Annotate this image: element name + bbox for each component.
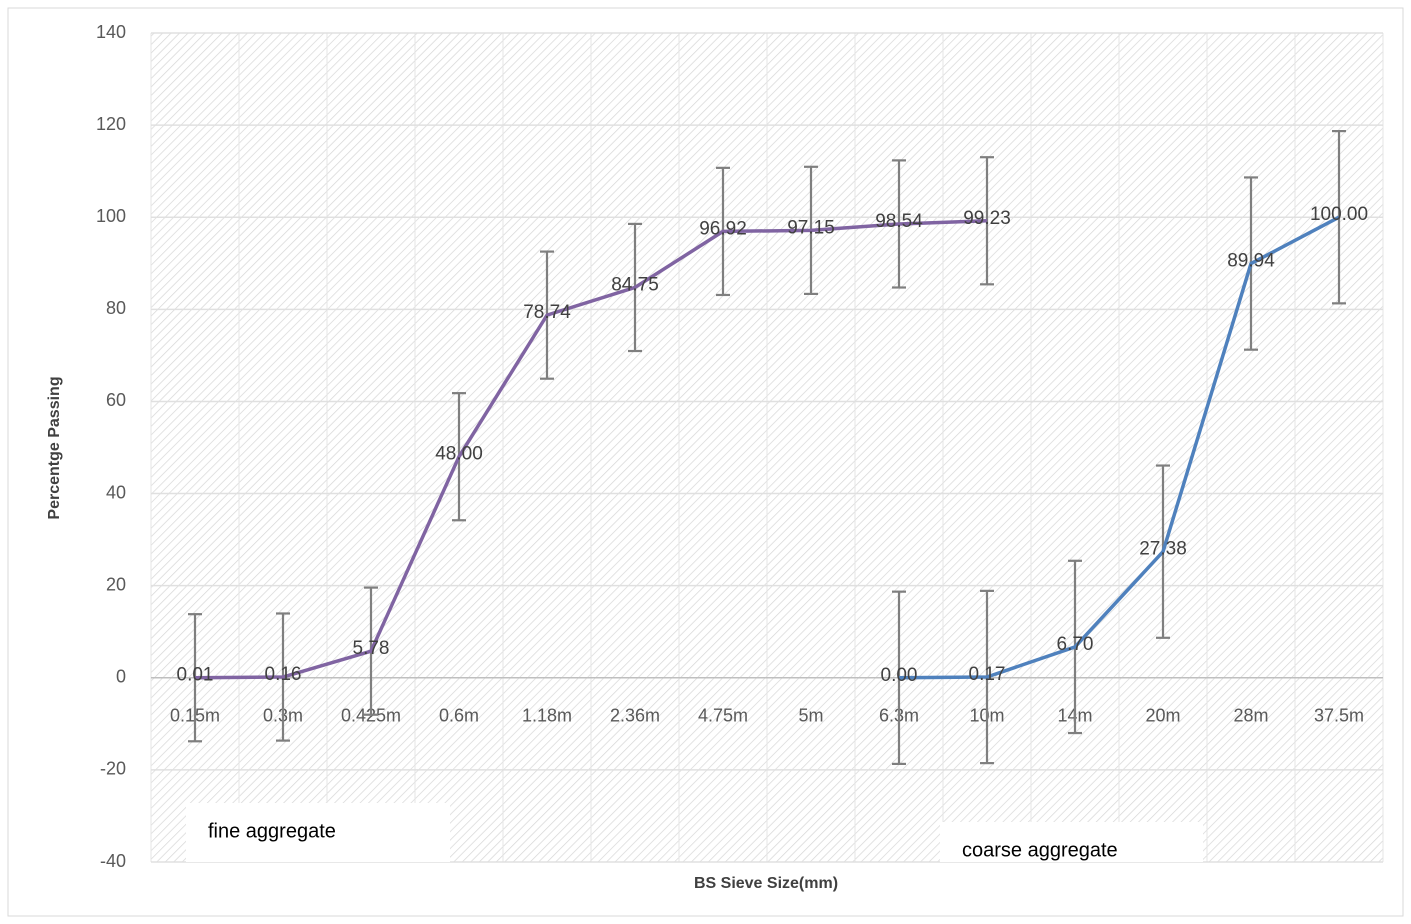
data-label: 27.38 bbox=[1139, 539, 1187, 560]
y-tick-label: 0 bbox=[116, 667, 126, 687]
data-label: 98.54 bbox=[875, 211, 923, 232]
x-tick-label: 2.36m bbox=[610, 706, 660, 726]
data-label: 89.94 bbox=[1227, 251, 1275, 272]
data-label: 6.70 bbox=[1057, 634, 1094, 655]
y-tick-label: 80 bbox=[106, 298, 126, 318]
x-tick-label: 28m bbox=[1233, 706, 1268, 726]
y-tick-label: 40 bbox=[106, 482, 126, 502]
x-tick-label: 0.6m bbox=[439, 706, 479, 726]
annotation: coarse aggregate bbox=[962, 839, 1118, 861]
series-line bbox=[194, 219, 988, 680]
x-tick-label: 4.75m bbox=[698, 706, 748, 726]
data-label: 0.17 bbox=[969, 664, 1006, 685]
data-label: 0.01 bbox=[177, 665, 214, 686]
annotation: fine aggregate bbox=[208, 820, 336, 842]
data-label: 78.74 bbox=[523, 302, 571, 323]
category-grid bbox=[150, 33, 1384, 862]
data-label: 96.92 bbox=[699, 218, 747, 239]
x-tick-label: 1.18m bbox=[522, 706, 572, 726]
data-label: 0.16 bbox=[265, 664, 302, 685]
x-axis-label: BS Sieve Size(mm) bbox=[694, 875, 838, 892]
annotation-box bbox=[186, 803, 450, 862]
x-tick-label: 37.5m bbox=[1314, 706, 1364, 726]
y-tick-label: 60 bbox=[106, 390, 126, 410]
data-label: 5.78 bbox=[353, 638, 390, 659]
y-tick-label: -20 bbox=[100, 759, 126, 779]
data-label: 99.23 bbox=[963, 208, 1011, 229]
y-tick-label: -40 bbox=[100, 851, 126, 871]
data-label: 48.00 bbox=[435, 444, 483, 465]
x-tick-label: 5m bbox=[798, 706, 823, 726]
y-tick-label: 100 bbox=[96, 206, 126, 226]
y-axis-label: Percentge Passing bbox=[46, 376, 63, 519]
x-tick-label: 20m bbox=[1145, 706, 1180, 726]
y-tick-label: 140 bbox=[96, 22, 126, 42]
data-label: 97.15 bbox=[787, 217, 835, 238]
y-tick-label: 120 bbox=[96, 114, 126, 134]
data-label: 0.00 bbox=[881, 665, 918, 686]
y-tick-label: 20 bbox=[106, 574, 126, 594]
data-label: 84.75 bbox=[611, 274, 659, 295]
annotation-box bbox=[940, 822, 1203, 862]
data-label: 100.00 bbox=[1310, 204, 1368, 225]
series-line bbox=[898, 215, 1340, 680]
